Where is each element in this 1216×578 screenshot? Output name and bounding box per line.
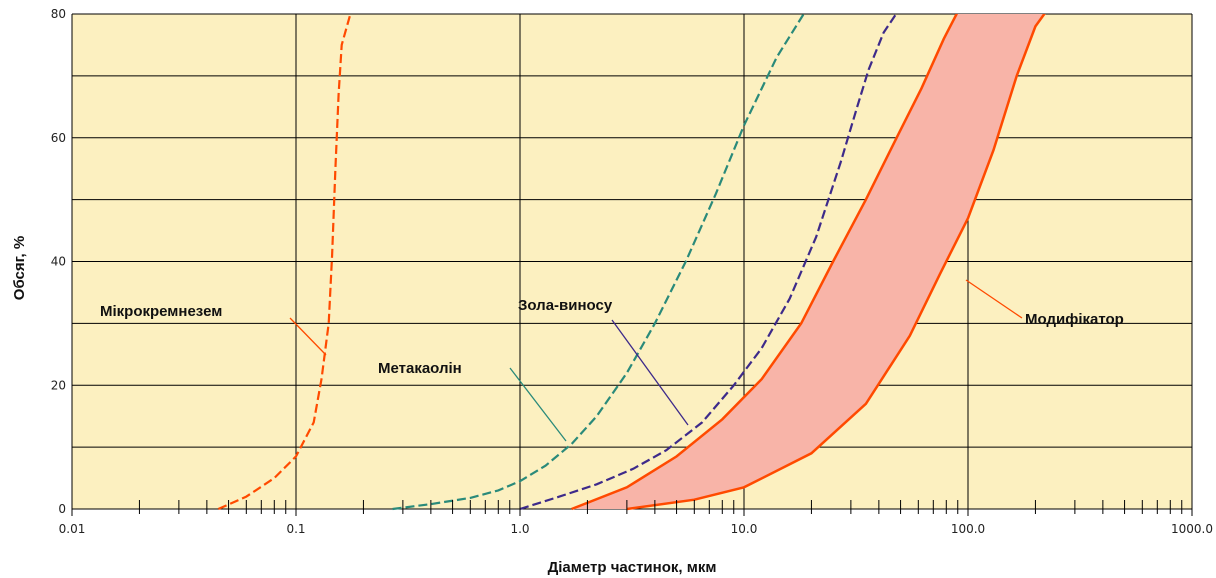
- series-line: [519, 14, 898, 511]
- annotation-leader-metakaolin: [509, 367, 567, 442]
- series-line: [392, 14, 805, 511]
- annotations: Мікрокремнезем Метакаолін Зола-виносу Мо…: [100, 279, 1124, 442]
- series-fill: [571, 14, 1045, 509]
- annotation-zola-vynosu: Зола-виносу: [518, 297, 613, 314]
- x-tick-label: 10.0: [731, 522, 758, 536]
- y-tick-label: 0: [58, 502, 66, 516]
- annotation-metakaolin: Метакаолін: [378, 360, 462, 377]
- y-tick-label: 80: [51, 7, 66, 21]
- x-tick-label: 1.0: [510, 522, 529, 536]
- series-line: [217, 14, 352, 511]
- y-tick-label: 60: [51, 131, 66, 145]
- annotation-leader-mikrokremnezem: [289, 317, 327, 356]
- series-lines: [217, 14, 1046, 511]
- annotation-leader-zola-vynosu: [611, 319, 689, 426]
- x-axis-title: Діаметр частинок, мкм: [548, 559, 717, 576]
- series-line-lower: [626, 14, 1046, 511]
- x-tick-label: 0.1: [286, 522, 305, 536]
- axis-ticks: [71, 495, 1193, 516]
- gridlines: [71, 13, 1193, 510]
- annotation-leader-modyfikator: [965, 279, 1023, 319]
- tick-labels: 0.01 0.1 1.0 10.0 100.0 1000.0 0 20 40 60 80: [51, 7, 1213, 536]
- series-band-fill: [571, 14, 1045, 509]
- x-tick-label: 0.01: [59, 522, 86, 536]
- y-tick-label: 20: [51, 378, 66, 392]
- x-tick-label: 100.0: [951, 522, 985, 536]
- x-tick-label: 1000.0: [1171, 522, 1213, 536]
- y-axis-title: Обсяг, %: [11, 236, 28, 300]
- annotation-mikrokremnezem: Мікрокремнезем: [100, 303, 222, 320]
- y-tick-label: 40: [51, 255, 66, 269]
- series-line-upper: [571, 14, 959, 511]
- annotation-modyfikator: Модифікатор: [1025, 311, 1124, 328]
